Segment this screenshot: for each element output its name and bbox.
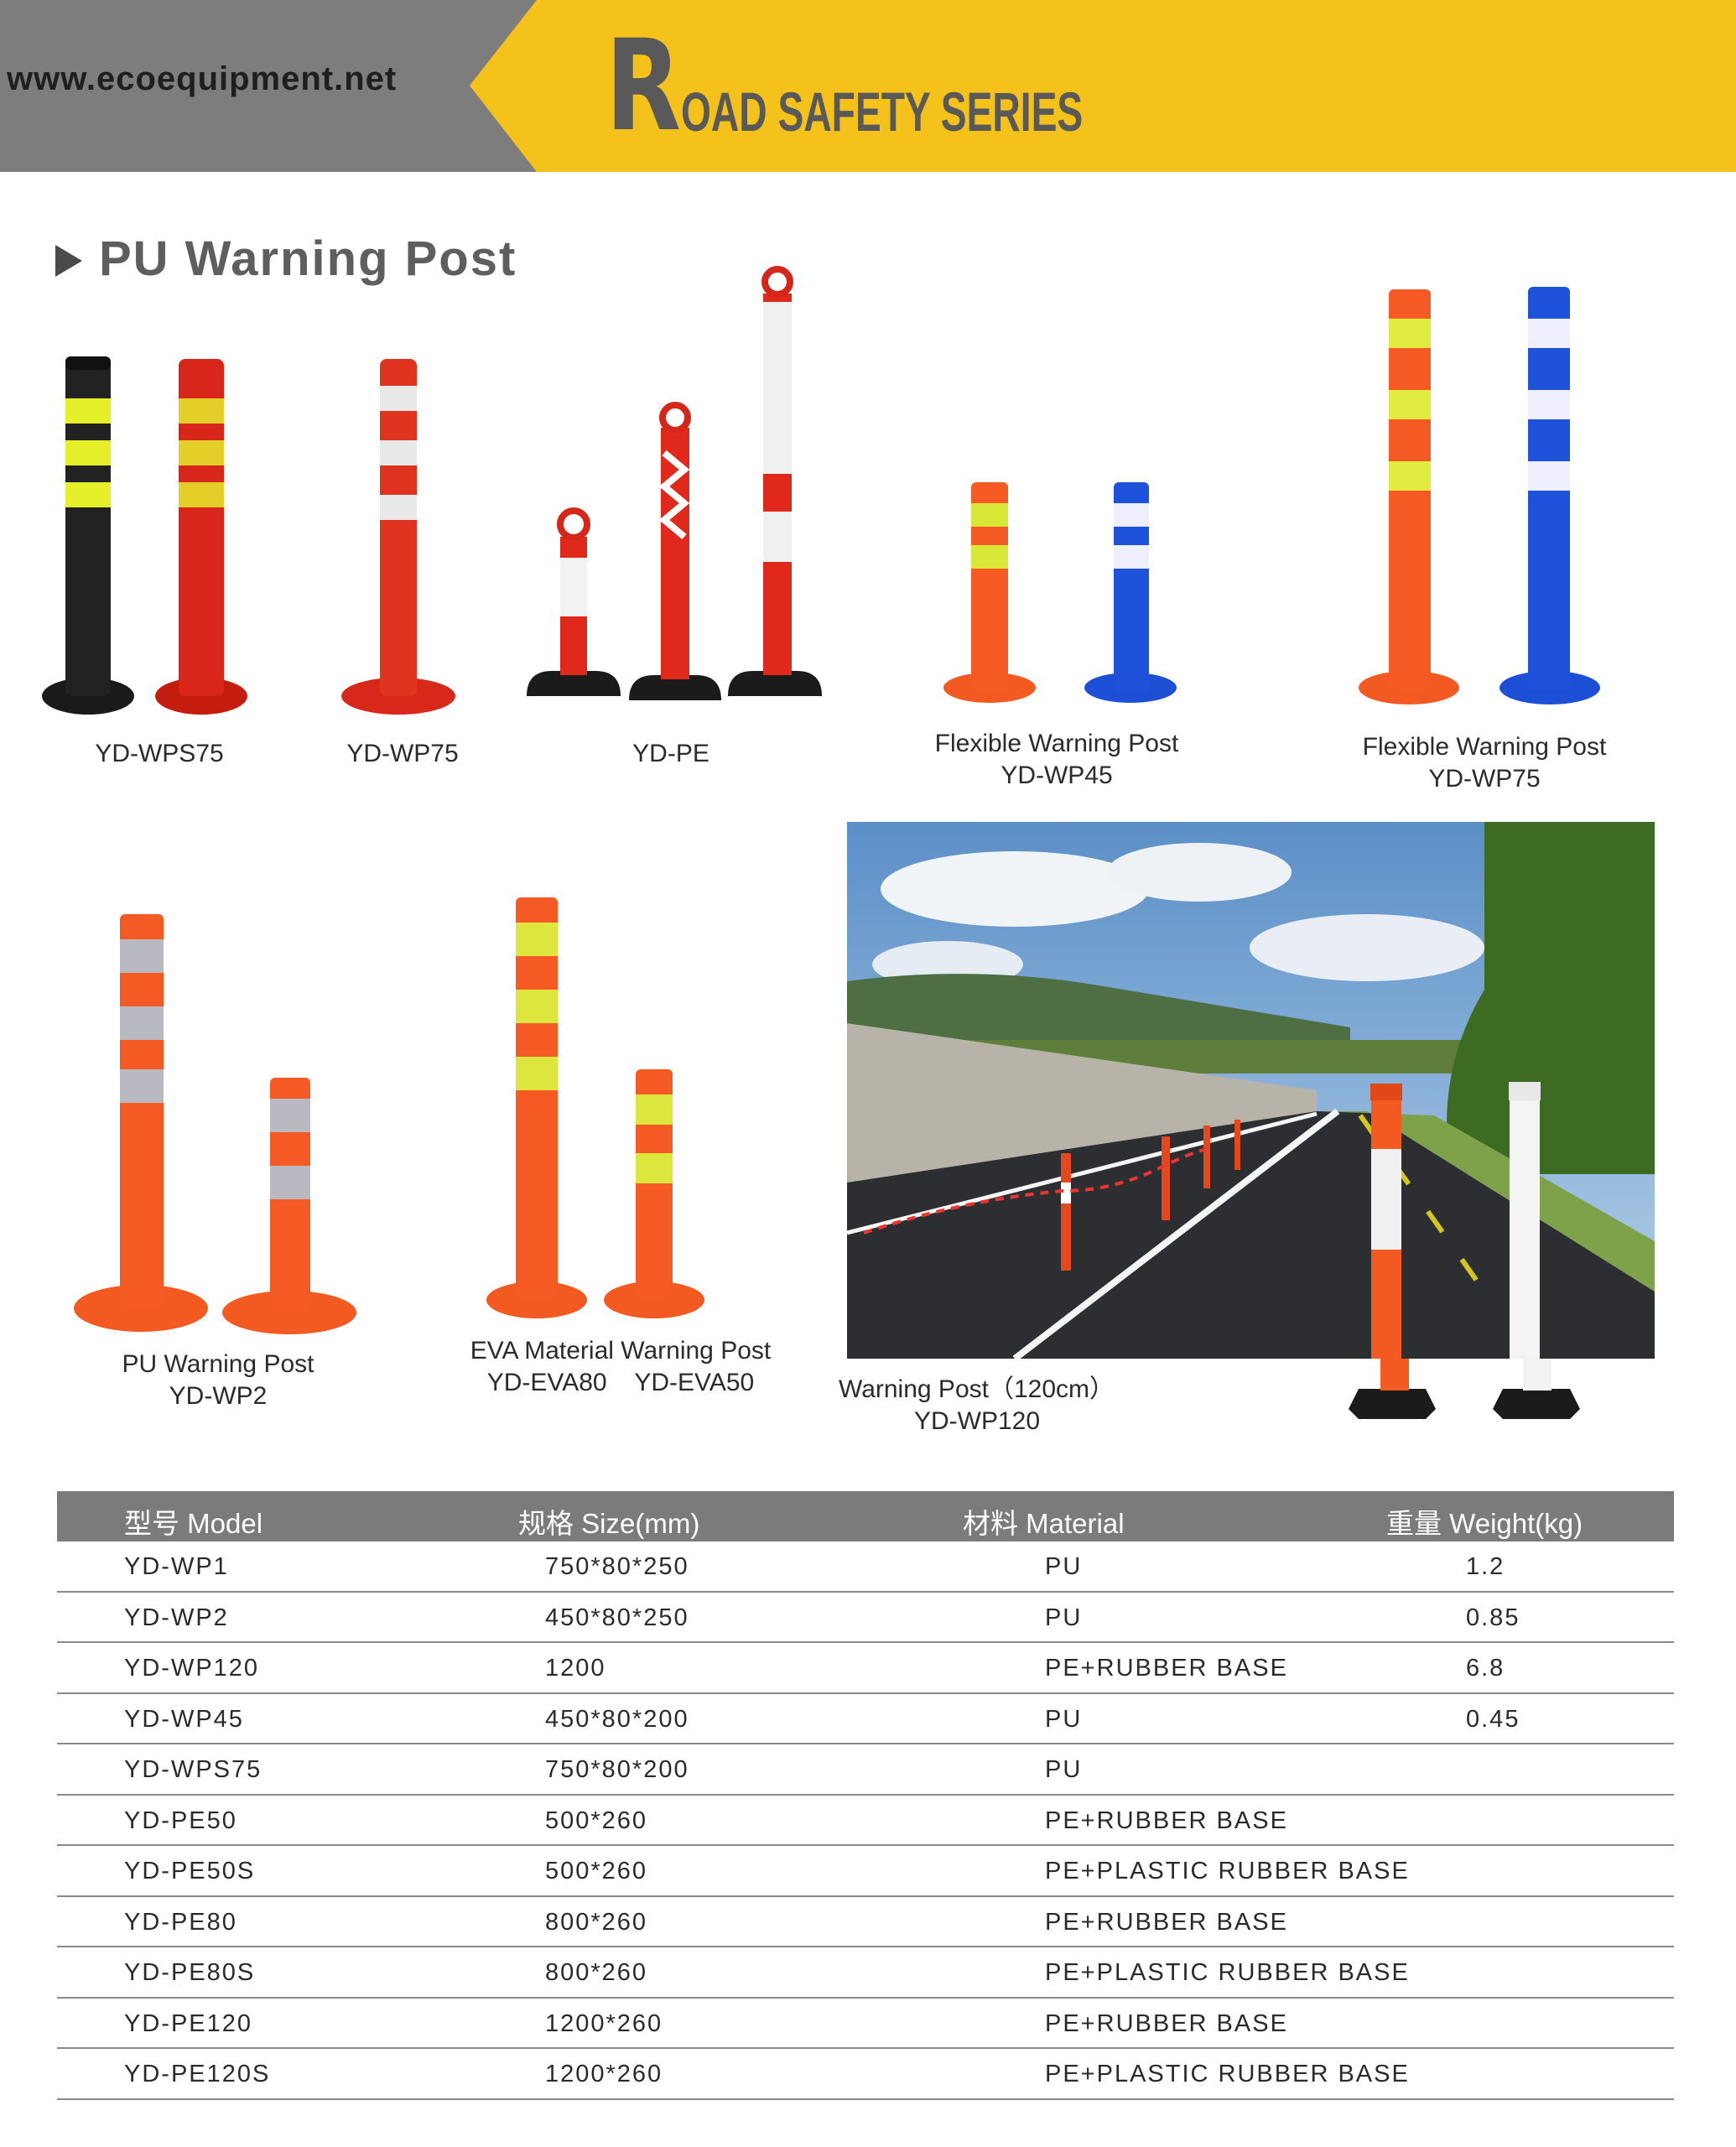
cell-size: 500*260	[545, 1806, 648, 1834]
cell-model: YD-PE50	[124, 1806, 237, 1834]
cell-material: PU	[1045, 1756, 1083, 1783]
website-url[interactable]: www.ecoequipment.net	[7, 60, 398, 97]
cell-size: 800*260	[545, 1959, 648, 1986]
photo-posts	[863, 1120, 1240, 1271]
cell-material: PE+RUBBER BASE	[1045, 1655, 1288, 1682]
table-row: YD-PE50S 500*260 PE+PLASTIC RUBBER BASE	[57, 1846, 1674, 1897]
caption-flex-wp75: Flexible Warning Post YD-WP75	[1362, 733, 1607, 793]
cell-material: PE+RUBBER BASE	[1045, 1908, 1288, 1936]
table-row: YD-PE120S 1200*260 PE+PLASTIC RUBBER BASE	[57, 2049, 1674, 2100]
cell-size: 1200	[545, 1655, 606, 1682]
cell-size: 500*260	[545, 1858, 648, 1884]
cell-model: YD-WPS75	[124, 1756, 262, 1783]
caption-pe: YD-PE	[632, 740, 709, 767]
posts-group-2	[943, 287, 1600, 704]
post-black-wps75	[42, 356, 134, 715]
cell-weight: 0.85	[1466, 1604, 1520, 1631]
cell-model: YD-PE80	[124, 1908, 237, 1936]
post-blue-wp45	[1084, 482, 1177, 703]
cell-size: 800*260	[545, 1908, 648, 1936]
table-row: YD-WPS75 750*80*200 PU	[57, 1744, 1674, 1796]
posts-group-3	[74, 897, 704, 1334]
caption-wp2: PU Warning Post YD-WP2	[122, 1350, 314, 1410]
cell-size: 750*80*250	[545, 1553, 689, 1580]
header-yellow-band	[470, 0, 1736, 172]
header-gray-band	[0, 0, 537, 172]
cell-model: YD-WP1	[124, 1553, 229, 1580]
post-orange-wp45	[943, 482, 1036, 703]
header-material: 材料 Material	[963, 1508, 1125, 1539]
post-red-wps75	[155, 359, 247, 715]
post-pe-medium	[629, 402, 721, 700]
cell-size: 1200*260	[545, 2061, 663, 2087]
cell-material: PU	[1045, 1604, 1083, 1631]
road-photo	[847, 822, 1655, 1359]
post-orange-wp2-tall	[74, 914, 208, 1332]
post-blue-wp75	[1500, 287, 1600, 704]
table-row: YD-PE120 1200*260 PE+RUBBER BASE	[57, 1999, 1674, 2049]
cell-model: YD-PE120	[124, 2009, 253, 2037]
header-size: 规格 Size(mm)	[518, 1508, 700, 1539]
caption-eva: EVA Material Warning Post YD-EVA80 YD-EVA…	[470, 1337, 772, 1396]
post-pe-small	[527, 507, 621, 696]
cell-weight: 6.8	[1466, 1655, 1505, 1682]
table-row: YD-PE80 800*260 PE+RUBBER BASE	[57, 1897, 1674, 1947]
posts-group-1	[42, 266, 822, 715]
table-row: YD-PE50 500*260 PE+RUBBER BASE	[57, 1796, 1674, 1846]
caption-wp75: YD-WP75	[346, 740, 459, 767]
cell-material: PU	[1045, 1553, 1083, 1580]
spec-table: 型号 Model 规格 Size(mm) 材料 Material 重量 Weig…	[57, 1491, 1674, 2100]
post-eva80	[486, 897, 587, 1318]
cell-material: PE+PLASTIC RUBBER BASE	[1045, 1959, 1410, 1986]
post-red-wp75	[341, 359, 455, 715]
cell-size: 1200*260	[545, 2009, 663, 2037]
cell-size: 450*80*250	[545, 1604, 689, 1631]
cell-model: YD-PE50S	[124, 1858, 256, 1884]
brand-initial: R	[606, 13, 682, 159]
photo-foreground-posts	[1370, 1082, 1541, 1359]
cell-material: PE+PLASTIC RUBBER BASE	[1045, 2061, 1410, 2087]
cell-size: 750*80*200	[545, 1756, 689, 1783]
cell-size: 450*80*200	[545, 1705, 689, 1733]
post-pe-tall	[728, 266, 822, 696]
header-model: 型号 Model	[124, 1508, 263, 1539]
table-row: YD-WP2 450*80*250 PU 0.85	[57, 1593, 1674, 1643]
section-title: PU Warning Post	[99, 231, 517, 286]
post-bases	[1349, 1359, 1580, 1419]
cell-model: YD-PE120S	[124, 2061, 271, 2087]
table-row: YD-WP1 750*80*250 PU 1.2	[57, 1541, 1674, 1593]
table-header: 型号 Model 规格 Size(mm) 材料 Material 重量 Weig…	[57, 1491, 1674, 1541]
caption-wps75: YD-WPS75	[95, 740, 224, 767]
header-weight: 重量 Weight(kg)	[1386, 1508, 1583, 1539]
cell-material: PE+RUBBER BASE	[1045, 2009, 1288, 2037]
post-orange-wp75	[1359, 289, 1459, 704]
table-row: YD-WP120 1200 PE+RUBBER BASE 6.8	[57, 1643, 1674, 1694]
brand-title: OAD SAFETY SERIES	[681, 81, 1084, 143]
cell-model: YD-PE80S	[124, 1959, 256, 1986]
caption-wp120: Warning Post（120cm） YD-WP120	[839, 1375, 1115, 1435]
post-eva50	[604, 1069, 704, 1318]
caption-wp45: Flexible Warning Post YD-WP45	[934, 730, 1179, 789]
cell-weight: 0.45	[1466, 1705, 1520, 1733]
cell-material: PU	[1045, 1705, 1083, 1733]
cell-material: PE+PLASTIC RUBBER BASE	[1045, 1858, 1410, 1884]
cell-model: YD-WP120	[124, 1655, 260, 1682]
table-row: YD-WP45 450*80*200 PU 0.45	[57, 1694, 1674, 1744]
cell-model: YD-WP2	[124, 1604, 229, 1631]
cell-material: PE+RUBBER BASE	[1045, 1806, 1288, 1834]
table-row: YD-PE80S 800*260 PE+PLASTIC RUBBER BASE	[57, 1947, 1674, 1999]
post-orange-wp2-short	[222, 1078, 356, 1334]
triangle-bullet-icon	[55, 245, 82, 277]
cell-weight: 1.2	[1466, 1553, 1505, 1580]
cell-model: YD-WP45	[124, 1705, 244, 1733]
